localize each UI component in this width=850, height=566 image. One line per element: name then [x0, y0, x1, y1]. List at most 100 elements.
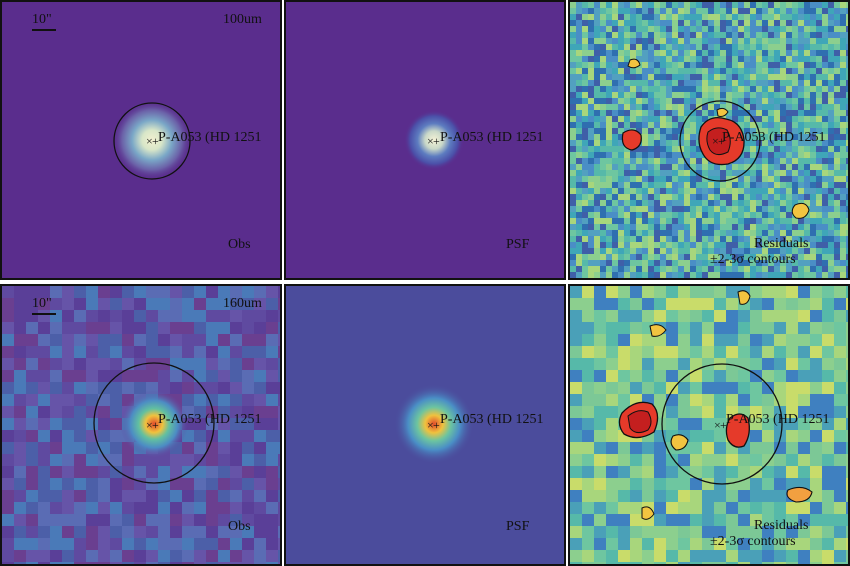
noise-pixel [660, 14, 666, 20]
noise-pixel [810, 236, 816, 242]
noise-pixel [594, 2, 600, 8]
noise-pixel [816, 80, 822, 86]
noise-pixel [660, 170, 666, 176]
noise-pixel [576, 188, 582, 194]
noise-pixel [630, 32, 636, 38]
noise-pixel [714, 418, 726, 430]
noise-pixel [654, 526, 666, 538]
noise-pixel [696, 218, 702, 224]
noise-pixel [726, 80, 732, 86]
noise-pixel [714, 182, 720, 188]
noise-pixel [182, 358, 194, 370]
noise-pixel [708, 248, 714, 254]
noise-pixel [660, 176, 666, 182]
noise-pixel [660, 224, 666, 230]
noise-pixel [726, 382, 738, 394]
noise-pixel [666, 62, 672, 68]
noise-pixel [804, 260, 810, 266]
noise-pixel [630, 442, 642, 454]
noise-pixel [588, 206, 594, 212]
noise-pixel [206, 454, 218, 466]
noise-pixel [654, 2, 660, 8]
noise-pixel [738, 272, 744, 278]
noise-pixel [600, 26, 606, 32]
noise-pixel [780, 218, 786, 224]
noise-pixel [846, 230, 848, 236]
noise-pixel [654, 32, 660, 38]
contours-label: ±2-3σ contours [710, 252, 796, 267]
noise-pixel [678, 176, 684, 182]
noise-pixel [600, 14, 606, 20]
noise-pixel [98, 358, 110, 370]
noise-pixel [810, 44, 816, 50]
noise-pixel [840, 182, 846, 188]
noise-pixel [642, 466, 654, 478]
noise-pixel [666, 50, 672, 56]
noise-pixel [786, 382, 798, 394]
noise-pixel [2, 490, 14, 502]
noise-pixel [230, 538, 242, 550]
noise-pixel [630, 8, 636, 14]
noise-pixel [798, 230, 804, 236]
noise-pixel [612, 248, 618, 254]
noise-pixel [2, 382, 14, 394]
noise-pixel [726, 56, 732, 62]
noise-pixel [600, 68, 606, 74]
noise-pixel [762, 550, 774, 562]
noise-pixel [786, 32, 792, 38]
noise-pixel [690, 104, 696, 110]
noise-pixel [672, 212, 678, 218]
noise-pixel [846, 38, 848, 44]
noise-pixel [660, 218, 666, 224]
noise-pixel [570, 164, 576, 170]
noise-pixel [624, 170, 630, 176]
noise-pixel [266, 310, 278, 322]
noise-pixel [780, 32, 786, 38]
noise-pixel [786, 346, 798, 358]
aperture-circle [113, 102, 191, 180]
noise-pixel [38, 370, 50, 382]
noise-pixel [762, 170, 768, 176]
noise-pixel [750, 562, 762, 564]
noise-pixel [792, 176, 798, 182]
noise-pixel [792, 98, 798, 104]
noise-pixel [828, 92, 834, 98]
noise-pixel [570, 68, 576, 74]
noise-pixel [654, 254, 660, 260]
noise-pixel [702, 230, 708, 236]
noise-pixel [624, 98, 630, 104]
noise-pixel [750, 104, 756, 110]
noise-pixel [696, 182, 702, 188]
noise-pixel [266, 478, 278, 490]
noise-pixel [840, 98, 846, 104]
noise-pixel [846, 442, 848, 454]
noise-pixel [678, 164, 684, 170]
noise-pixel [798, 418, 810, 430]
noise-pixel [630, 50, 636, 56]
noise-pixel [630, 74, 636, 80]
noise-pixel [642, 32, 648, 38]
noise-pixel [684, 68, 690, 74]
noise-pixel [840, 2, 846, 8]
noise-pixel [696, 206, 702, 212]
noise-pixel [774, 20, 780, 26]
noise-pixel [702, 200, 708, 206]
noise-pixel [666, 146, 672, 152]
noise-pixel [618, 242, 624, 248]
noise-pixel [792, 104, 798, 110]
noise-pixel [846, 490, 848, 502]
noise-pixel [158, 538, 170, 550]
noise-pixel [708, 182, 714, 188]
noise-pixel [594, 146, 600, 152]
noise-pixel [840, 188, 846, 194]
noise-pixel [170, 310, 182, 322]
noise-pixel [822, 26, 828, 32]
noise-pixel [636, 56, 642, 62]
noise-pixel [732, 14, 738, 20]
noise-pixel [146, 514, 158, 526]
noise-pixel [744, 164, 750, 170]
noise-pixel [714, 502, 726, 514]
noise-pixel [756, 164, 762, 170]
noise-pixel [804, 140, 810, 146]
noise-pixel [768, 188, 774, 194]
